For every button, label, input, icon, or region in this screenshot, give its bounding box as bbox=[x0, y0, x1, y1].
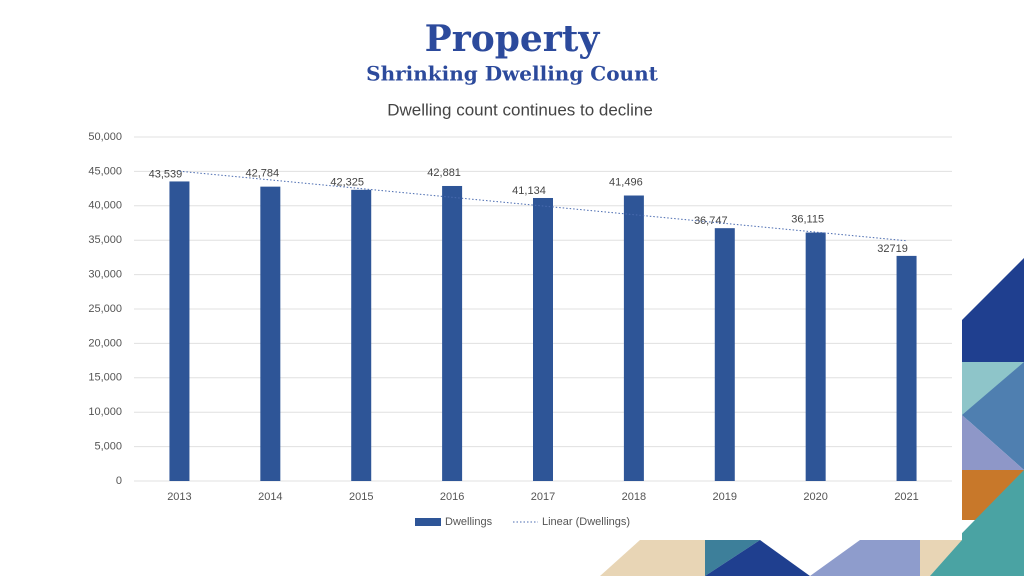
slide-title: Property bbox=[425, 18, 601, 60]
trendline bbox=[179, 170, 907, 242]
data-label: 41,134 bbox=[512, 185, 546, 197]
x-tick-label: 2013 bbox=[167, 491, 191, 503]
bar bbox=[805, 232, 826, 481]
data-label: 42,784 bbox=[246, 168, 280, 180]
y-tick-label: 10,000 bbox=[88, 406, 122, 418]
bar bbox=[714, 228, 735, 481]
y-tick-label: 20,000 bbox=[88, 337, 122, 349]
x-tick-label: 2015 bbox=[349, 491, 373, 503]
y-tick-label: 30,000 bbox=[88, 269, 122, 281]
y-tick-label: 35,000 bbox=[88, 234, 122, 246]
x-tick-label: 2018 bbox=[622, 491, 646, 503]
x-tick-label: 2019 bbox=[713, 491, 737, 503]
slide-subtitle: Shrinking Dwelling Count bbox=[366, 62, 659, 86]
y-tick-label: 5,000 bbox=[94, 441, 122, 453]
legend-label: Dwellings bbox=[445, 516, 493, 528]
data-label: 32719 bbox=[877, 243, 908, 255]
x-tick-label: 2017 bbox=[531, 491, 555, 503]
x-tick-label: 2014 bbox=[258, 491, 282, 503]
legend-label: Linear (Dwellings) bbox=[542, 516, 630, 528]
bar bbox=[533, 197, 553, 481]
data-label: 43,539 bbox=[149, 168, 183, 180]
y-tick-label: 50,000 bbox=[88, 131, 122, 143]
y-tick-label: 25,000 bbox=[88, 303, 122, 315]
bar bbox=[896, 255, 917, 481]
chart-title: Dwelling count continues to decline bbox=[387, 100, 653, 119]
data-label: 36,115 bbox=[791, 213, 824, 225]
legend-swatch bbox=[415, 518, 441, 526]
bar bbox=[169, 181, 190, 482]
y-tick-label: 0 bbox=[116, 475, 122, 487]
y-tick-label: 40,000 bbox=[88, 200, 122, 212]
y-tick-label: 15,000 bbox=[88, 372, 122, 384]
x-tick-label: 2020 bbox=[803, 491, 827, 503]
bar bbox=[351, 189, 372, 481]
bar bbox=[442, 185, 463, 482]
data-label: 42,881 bbox=[427, 167, 461, 179]
x-tick-label: 2016 bbox=[440, 491, 464, 503]
data-label: 36,747 bbox=[694, 215, 728, 227]
bar bbox=[623, 195, 644, 482]
data-label: 41,496 bbox=[609, 176, 643, 188]
x-tick-label: 2021 bbox=[894, 491, 918, 503]
y-tick-label: 45,000 bbox=[88, 165, 122, 177]
bar bbox=[260, 186, 281, 482]
data-label: 42,325 bbox=[330, 177, 364, 189]
